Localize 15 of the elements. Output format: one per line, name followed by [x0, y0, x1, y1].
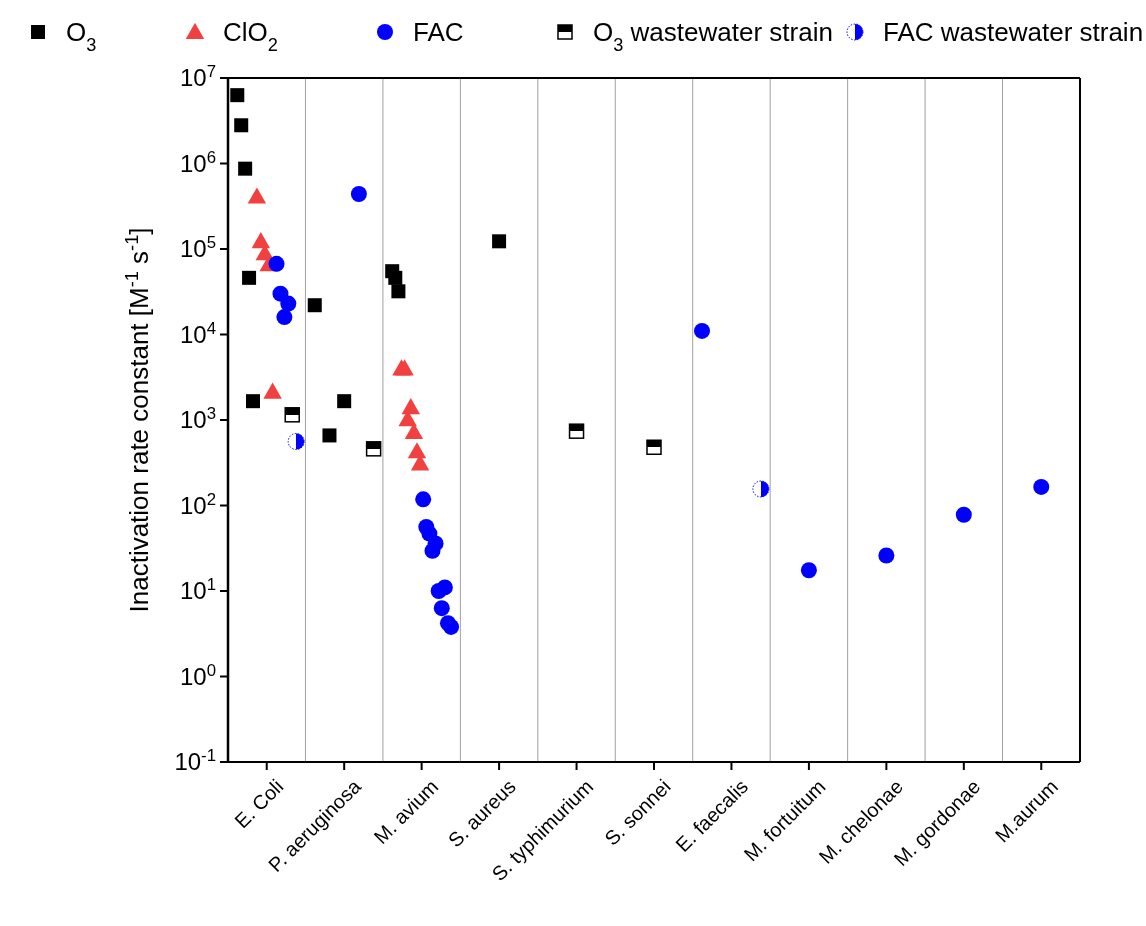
y-tick-label: 10$^{2}$	[179, 489, 216, 519]
y-tick-label: 10$^{7}$	[179, 61, 216, 92]
y-tick-label: 10$^{6}$	[179, 147, 216, 177]
legend-label: O$_{3}$ wastewater strain	[593, 17, 833, 56]
y-tick-label: 10$^{-1}$	[174, 745, 216, 776]
legend-label: ClO$_{2}$	[223, 17, 278, 56]
y-tick-label: 10$^{5}$	[179, 232, 216, 263]
y-tick-label: 10$^{0}$	[179, 660, 216, 690]
y-tick-label: 10$^{3}$	[179, 403, 216, 434]
x-tick-label: E. Coli	[230, 775, 288, 833]
legend-label: O$_{3}$	[66, 17, 97, 56]
y-tick-label: 10$^{4}$	[179, 318, 216, 348]
legend-label: FAC wastewater strain	[883, 17, 1144, 48]
y-tick-label: 10$^{1}$	[179, 574, 216, 605]
legend-label: FAC	[413, 17, 464, 48]
